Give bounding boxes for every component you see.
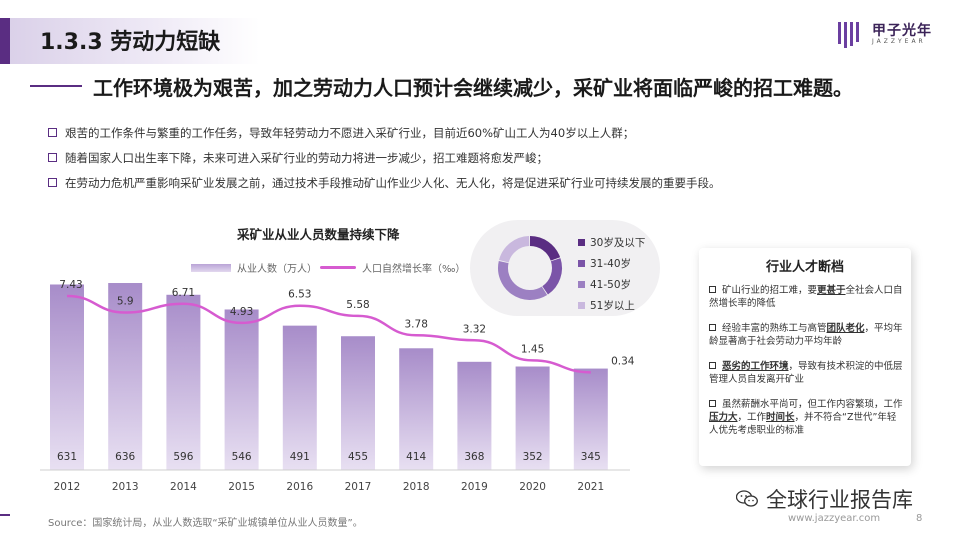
line-value-label: 1.45 [521,343,544,355]
donut-slice [542,258,562,295]
legend-line: 人口自然增长率（‰） [320,260,465,275]
line-value-label: 3.32 [463,323,486,335]
line-value-label: 7.43 [59,280,82,291]
bar [457,361,492,470]
chart-title: 采矿业从业人员数量持续下降 [237,227,400,242]
x-tick-label: 2020 [519,481,546,493]
x-tick-label: 2021 [577,481,604,493]
logo-name: 甲子光年 [872,23,932,39]
talent-item: 虽然薪酬水平尚可，但工作内容繁琐，工作压力大，工作时间长，并不符合“Z世代”年轻… [709,399,903,436]
bar [224,309,259,470]
bar-value-label: 345 [581,451,601,463]
bar [50,284,84,470]
line-value-label: 5.9 [117,295,134,307]
x-tick-label: 2013 [112,481,139,493]
bullet-square-icon [709,400,716,407]
employment-chart: 631 2012 636 2013 596 2014 546 2015 491 2016 455 20… [40,280,635,493]
bullet-square-icon [709,286,716,293]
x-tick-label: 2018 [403,481,430,493]
donut-slice [529,236,561,261]
donut-slice [499,236,530,263]
bar-value-label: 414 [406,451,426,463]
age-donut-chart [498,236,562,300]
donut-legend-item: 31-40岁 [578,253,645,274]
bullet-square-icon [48,153,57,162]
bullet-square-icon [48,128,57,137]
talent-gap-card: 行业人才断档 矿山行业的招工难，要更甚于全社会人口自然增长率的降低 经验丰富的熟练… [699,248,911,466]
bullet-square-icon [48,178,57,187]
bullet-list: 艰苦的工作条件与繁重的工作任务，导致年轻劳动力不愿进入采矿行业，目前近60%矿山… [48,120,721,195]
legend-line-swatch [320,266,356,269]
page-number: 8 [916,513,923,524]
wechat-icon [736,490,758,507]
bar-value-label: 491 [290,451,310,463]
line-value-label: 6.71 [172,287,195,299]
wechat-brand: 全球行业报告库 [736,484,913,514]
talent-item: 矿山行业的招工难，要更甚于全社会人口自然增长率的降低 [709,285,903,309]
line-value-label: 6.53 [288,289,311,301]
talent-card-items: 矿山行业的招工难，要更甚于全社会人口自然增长率的降低 经验丰富的熟练工与高管团队老… [709,284,905,449]
bar [341,336,375,470]
bar-value-label: 352 [523,451,543,463]
bar-value-label: 631 [57,451,77,463]
talent-card-title: 行业人才断档 [765,260,844,275]
donut-legend-item: 41-50岁 [578,274,645,295]
donut-slice [498,260,548,300]
bullet-square-icon [709,324,716,331]
headline: 工作环境极为艰苦，加之劳动力人口预计会继续减少，采矿业将面临严峻的招工难题。 [93,76,853,100]
legend-bar-swatch [191,263,231,272]
title-accent [0,18,10,64]
x-tick-label: 2014 [170,481,197,493]
bullet-square-icon [709,362,716,369]
line-value-label: 5.58 [346,299,369,311]
bar [282,325,317,470]
section-title: 1.3.3 劳动力短缺 [40,30,221,55]
donut-legend: 30岁及以下 31-40岁 41-50岁 51岁以上 [578,232,645,316]
talent-item: 恶劣的工作环境，导致有技术积淀的中低层管理人员自发离开矿业 [709,361,903,385]
donut-legend-item: 51岁以上 [578,295,645,316]
bullet-item: 在劳动力危机严重影响采矿业发展之前，通过技术手段推动矿山作业少人化、无人化，将是… [48,170,721,195]
bullet-item: 艰苦的工作条件与繁重的工作任务，导致年轻劳动力不愿进入采矿行业，目前近60%矿山… [48,120,721,145]
line-value-label: 0.34 [611,355,635,367]
x-tick-label: 2015 [228,481,255,493]
x-tick-label: 2017 [345,481,372,493]
line-value-label: 3.78 [405,318,428,330]
logo-bars-icon [838,22,859,48]
line-value-label: 4.93 [230,306,253,318]
x-tick-label: 2012 [54,481,81,493]
x-tick-label: 2019 [461,481,488,493]
logo-sub: JAZZYEAR [872,38,926,45]
bar-value-label: 455 [348,451,368,463]
bar-value-label: 636 [115,451,135,463]
bar [108,283,143,470]
footer-accent [0,514,10,516]
bullet-item: 随着国家人口出生率下降，未来可进入采矿行业的劳动力将进一步减少，招工难题将愈发严… [48,145,721,170]
bar-value-label: 546 [232,451,252,463]
bar-value-label: 596 [173,451,193,463]
site-url[interactable]: www.jazzyear.com [788,513,881,524]
talent-item: 经验丰富的熟练工与高管团队老化，平均年龄显著高于社会劳动力平均年龄 [709,323,903,347]
donut-legend-item: 30岁及以下 [578,232,645,253]
bar-value-label: 368 [464,451,484,463]
title-band [0,18,260,64]
growth-rate-line [66,294,591,374]
bar [573,368,608,470]
bar [399,348,434,470]
wechat-name: 全球行业报告库 [766,488,913,512]
legend-bars: 从业人数（万人） [191,260,317,275]
bar [515,366,550,470]
headline-rule [30,85,82,87]
source-note: Source：国家统计局，从业人数选取“采矿业城镇单位从业人员数量”。 [48,518,363,529]
x-tick-label: 2016 [286,481,313,493]
brand-logo: 甲子光年 JAZZYEAR [836,18,946,48]
bar [166,294,201,470]
